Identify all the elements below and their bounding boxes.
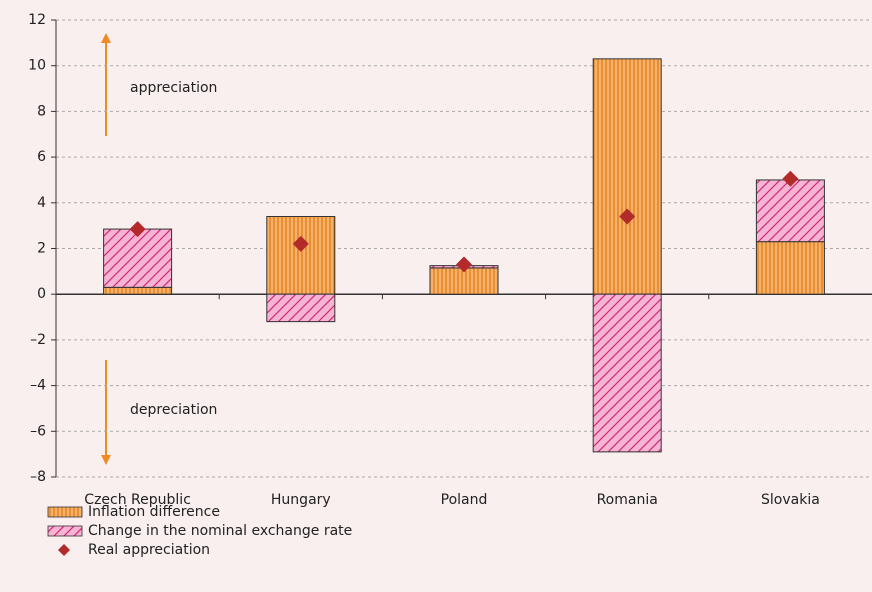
- annotation: depreciation: [130, 402, 217, 418]
- bar: [755, 179, 825, 243]
- y-tick-label: –2: [30, 332, 46, 348]
- legend-label: Inflation difference: [88, 504, 220, 520]
- legend-label: Real appreciation: [88, 542, 210, 558]
- marker: [619, 208, 636, 225]
- y-tick-label: 12: [28, 12, 46, 28]
- legend-swatch: [47, 525, 83, 537]
- bar: [266, 293, 336, 323]
- bar: [592, 293, 662, 453]
- y-tick-label: –4: [30, 378, 46, 394]
- bar: [266, 216, 336, 295]
- marker: [782, 170, 799, 187]
- bar: [103, 286, 173, 295]
- y-tick-label: 10: [28, 58, 46, 74]
- legend-label: Change in the nominal exchange rate: [88, 523, 352, 539]
- y-tick-label: 4: [37, 195, 46, 211]
- legend-swatch: [47, 506, 83, 518]
- x-tick-label: Hungary: [271, 492, 331, 508]
- y-tick-label: –8: [30, 469, 46, 485]
- y-tick-label: 0: [37, 286, 46, 302]
- y-tick-label: 8: [37, 103, 46, 119]
- y-tick-label: –6: [30, 423, 46, 439]
- marker: [129, 221, 146, 238]
- bar: [592, 58, 662, 295]
- bar: [755, 241, 825, 295]
- x-tick-label: Slovakia: [761, 492, 820, 508]
- x-tick-label: Romania: [597, 492, 658, 508]
- legend-swatch: [58, 544, 70, 556]
- y-tick-label: 6: [37, 149, 46, 165]
- y-tick-label: 2: [37, 241, 46, 257]
- annotation: appreciation: [130, 80, 217, 96]
- x-tick-label: Poland: [441, 492, 488, 508]
- marker: [456, 256, 472, 273]
- bar: [103, 228, 173, 288]
- x-tick-label: Czech Republic: [84, 492, 191, 508]
- marker: [292, 235, 309, 252]
